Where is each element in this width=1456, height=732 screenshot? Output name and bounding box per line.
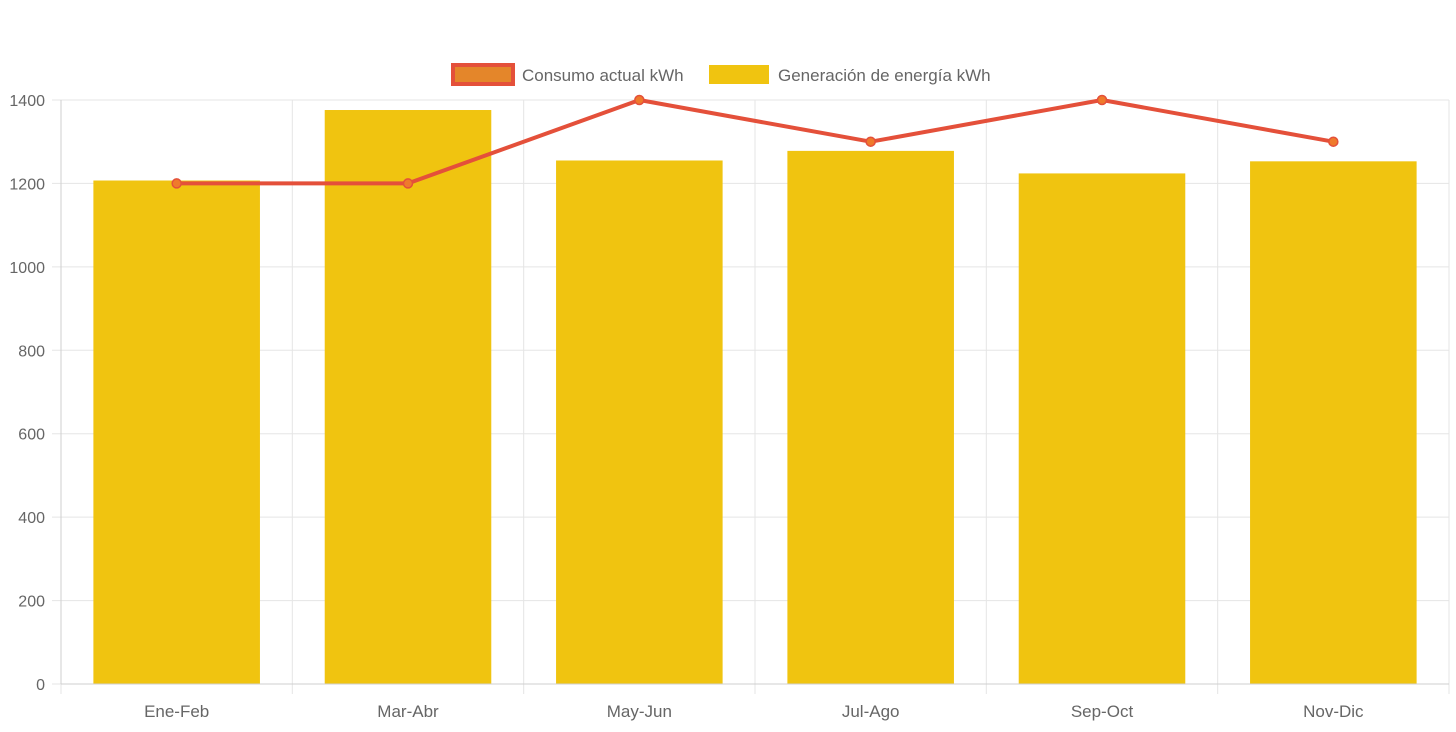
grid (52, 99, 1450, 694)
bar-generacion[interactable] (1250, 161, 1417, 684)
legend-label-consumo: Consumo actual kWh (522, 66, 684, 85)
bar-generacion[interactable] (93, 180, 260, 684)
bar-generacion[interactable] (324, 110, 492, 685)
point-consumo[interactable] (634, 94, 645, 106)
y-tick-label: 1200 (9, 176, 45, 193)
y-tick-label: 600 (18, 427, 45, 444)
x-tick-label: Sep-Oct (1071, 702, 1134, 721)
point-consumo[interactable] (865, 136, 876, 147)
line-series (171, 94, 1339, 189)
x-tick-label: Ene-Feb (144, 702, 209, 721)
y-tick-label: 800 (18, 343, 45, 360)
x-tick-label: Nov-Dic (1303, 702, 1364, 721)
legend-swatch-generacion (709, 65, 769, 84)
point-consumo[interactable] (1096, 94, 1108, 106)
point-consumo[interactable] (1328, 136, 1339, 147)
y-tick-label: 0 (36, 677, 45, 694)
x-tick-label: Mar-Abr (377, 702, 439, 721)
x-tick-label: May-Jun (607, 702, 672, 721)
legend-item-generacion[interactable]: Generación de energía kWh (709, 65, 991, 85)
axes: 0 200 400 600 800 1000 1200 1400 Ene-Feb Mar-Abr M… (9, 93, 1449, 721)
y-tick-label: 200 (18, 594, 45, 611)
x-tick-label: Jul-Ago (842, 702, 900, 721)
point-consumo[interactable] (171, 178, 182, 189)
bar-generacion[interactable] (1018, 173, 1186, 684)
bar-generacion[interactable] (787, 150, 954, 685)
point-consumo[interactable] (402, 178, 414, 189)
legend-item-consumo[interactable]: Consumo actual kWh (451, 63, 684, 86)
legend-label-generacion: Generación de energía kWh (778, 66, 991, 85)
y-tick-label: 400 (18, 510, 45, 527)
legend[interactable]: Consumo actual kWh Generación de energía… (451, 63, 991, 86)
bar-series (93, 110, 1417, 685)
y-tick-label: 1400 (9, 93, 45, 110)
legend-swatch-consumo (451, 63, 515, 86)
line-consumo (176, 98, 1334, 186)
bar-generacion[interactable] (556, 160, 723, 684)
y-tick-label: 1000 (9, 260, 45, 277)
